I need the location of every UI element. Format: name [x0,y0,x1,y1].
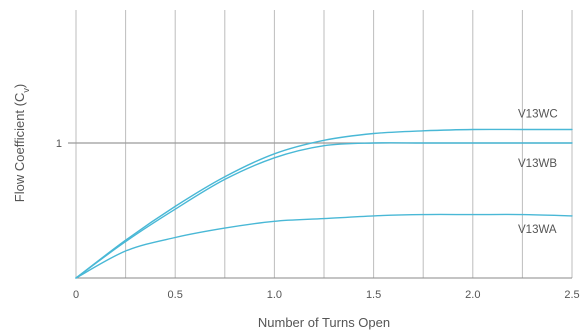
grid [75,10,573,278]
series-line-v13wc [75,128,573,279]
x-tick-label-1: 0.5 [168,289,183,301]
series-label-v13wb: V13WB [518,158,557,170]
x-tick-label-0: 0 [73,289,79,301]
y-tick-label-0: 1 [56,138,62,150]
series-label-v13wa: V13WA [518,224,557,236]
x-tick-label-2: 1.0 [267,289,282,301]
x-tick-label-5: 2.5 [564,289,579,301]
y-axis-title-main: Flow Coefficient (C [12,93,27,203]
x-tick-label-3: 1.5 [366,289,381,301]
y-axis-title-subscript: v [21,88,31,93]
series-line-v13wb [75,142,573,279]
series-line-v13wa [75,213,573,279]
series-label-v13wc: V13WC [518,109,558,121]
y-axis-title: Flow Coefficient (Cv) [12,84,31,202]
labels: V13WC V13WB V13WA [518,109,558,236]
tick-labels: 0 0.5 1.0 1.5 2.0 2.5 1 [56,138,580,301]
axes [68,142,572,279]
x-axis-title: Number of Turns Open [258,315,390,330]
y-axis-title-suffix: ) [12,84,27,88]
x-tick-label-4: 2.0 [465,289,480,301]
series [75,128,573,279]
